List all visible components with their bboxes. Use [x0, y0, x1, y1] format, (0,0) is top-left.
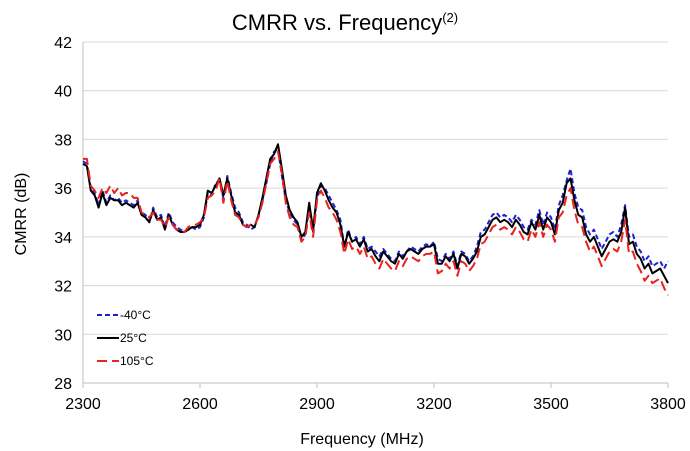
- y-tick-label: 32: [54, 279, 72, 296]
- series-line-2: [83, 150, 669, 296]
- y-tick-label: 36: [54, 181, 72, 198]
- x-tick-label: 3200: [416, 396, 452, 413]
- y-axis-title: CMRR (dB): [13, 173, 30, 256]
- y-tick-label: 30: [54, 327, 72, 344]
- grid-lines: [83, 41, 668, 384]
- y-tick-labels: 28 30 32 34 36 38 40 42: [54, 35, 72, 393]
- axes: [82, 42, 669, 388]
- y-tick-label: 34: [54, 230, 72, 247]
- x-tick-label: 2600: [182, 396, 218, 413]
- legend-label-1: 25°C: [120, 331, 147, 345]
- x-tick-labels: 2300 2600 2900 3200 3500 3800: [65, 396, 686, 413]
- series-line-1: [82, 143, 669, 284]
- x-tick-label: 2300: [65, 396, 101, 413]
- y-tick-label: 40: [54, 84, 72, 101]
- series-line-0: [82, 148, 669, 270]
- y-tick-label: 28: [54, 376, 72, 393]
- y-tick-label: 38: [54, 132, 72, 149]
- x-tick-label: 2900: [299, 396, 335, 413]
- legend: -40°C 25°C 105°C: [97, 308, 154, 368]
- chart-title-superscript: (2): [442, 10, 458, 25]
- chart-title: CMRR vs. Frequency(2): [232, 10, 458, 35]
- series-lines: [82, 143, 669, 296]
- x-tick-label: 3800: [650, 396, 686, 413]
- legend-label-2: 105°C: [120, 354, 154, 368]
- chart-title-text: CMRR vs. Frequency: [232, 10, 442, 35]
- x-axis-title: Frequency (MHz): [300, 431, 424, 448]
- x-tick-label: 3500: [533, 396, 569, 413]
- y-tick-label: 42: [54, 35, 72, 52]
- legend-label-0: -40°C: [120, 308, 151, 322]
